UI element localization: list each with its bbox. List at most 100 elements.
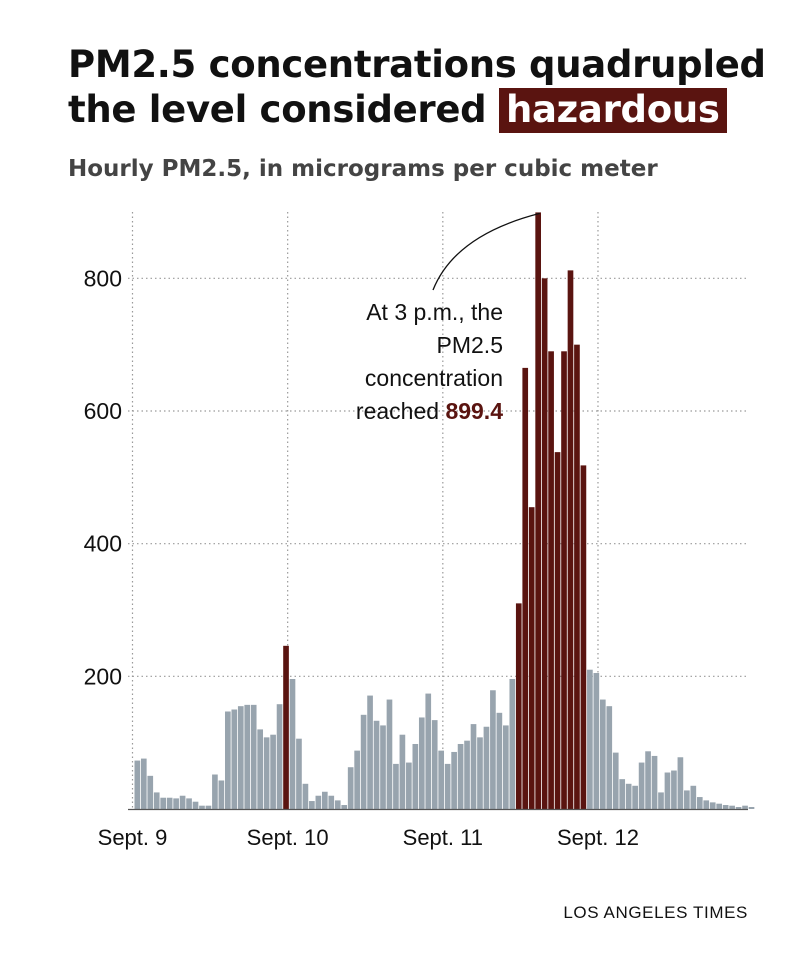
annotation-reached-text: reached bbox=[356, 398, 446, 424]
bar bbox=[289, 678, 296, 809]
bar bbox=[153, 792, 160, 809]
bar bbox=[367, 695, 373, 809]
bar bbox=[528, 507, 535, 809]
bar bbox=[503, 725, 509, 809]
annotation-line: reached 899.4 bbox=[356, 398, 503, 424]
annotation-line: At 3 p.m., the bbox=[366, 299, 503, 325]
bar bbox=[237, 706, 244, 809]
bar bbox=[522, 367, 529, 809]
bar bbox=[296, 738, 302, 809]
bar bbox=[638, 762, 645, 809]
bar bbox=[444, 763, 451, 809]
bar bbox=[360, 714, 367, 809]
bar bbox=[696, 797, 703, 809]
bar bbox=[347, 767, 354, 809]
x-tick-label: Sept. 12 bbox=[557, 825, 639, 850]
bar bbox=[742, 805, 748, 809]
bar bbox=[587, 669, 593, 809]
bar bbox=[386, 699, 393, 809]
y-tick-label: 400 bbox=[84, 531, 122, 557]
bar bbox=[205, 805, 212, 809]
bar bbox=[250, 704, 257, 809]
bar bbox=[354, 750, 360, 809]
bar bbox=[593, 673, 600, 809]
bar bbox=[270, 734, 276, 809]
bar bbox=[561, 351, 567, 809]
bar bbox=[173, 798, 179, 809]
bar bbox=[412, 743, 419, 809]
bar bbox=[283, 645, 289, 809]
bar bbox=[658, 792, 664, 809]
bar bbox=[199, 805, 205, 809]
bar bbox=[418, 717, 425, 809]
y-tick-label: 600 bbox=[84, 398, 122, 424]
bar bbox=[664, 772, 671, 809]
bar bbox=[147, 775, 154, 809]
bar bbox=[244, 704, 251, 809]
bar bbox=[541, 278, 548, 809]
bar bbox=[457, 743, 464, 809]
bar bbox=[186, 798, 192, 809]
bar bbox=[606, 706, 613, 809]
bar bbox=[645, 751, 651, 809]
bar bbox=[309, 801, 315, 809]
bar bbox=[483, 726, 490, 809]
bar bbox=[515, 603, 522, 809]
title-highlight-hazardous: hazardous bbox=[498, 88, 727, 133]
bar bbox=[496, 712, 503, 809]
bar bbox=[684, 790, 690, 809]
bar bbox=[373, 720, 380, 809]
x-tick-label: Sept. 11 bbox=[403, 825, 483, 850]
source-credit: LOS ANGELES TIMES bbox=[563, 903, 748, 922]
bar bbox=[399, 734, 406, 809]
annotation-line: concentration bbox=[365, 365, 503, 391]
axis-layer: 200 400 600 800 Sept. 9 Sept. 10 Sept. 11 Sept.… bbox=[84, 265, 748, 850]
bar bbox=[470, 724, 477, 809]
y-tick-label: 200 bbox=[84, 663, 122, 689]
bar bbox=[716, 803, 723, 809]
bar bbox=[160, 797, 167, 809]
bar bbox=[431, 720, 438, 809]
bar bbox=[134, 760, 141, 809]
bar bbox=[612, 752, 619, 809]
bar bbox=[166, 797, 173, 809]
bar bbox=[302, 783, 309, 809]
bar bbox=[464, 740, 470, 809]
bar bbox=[651, 755, 658, 809]
annotation-layer: At 3 p.m., the PM2.5 concentration reached … bbox=[356, 212, 540, 424]
title-line-1: PM2.5 concentrations quadrupled bbox=[68, 43, 766, 86]
bar bbox=[321, 791, 328, 809]
bar bbox=[218, 780, 225, 809]
bar bbox=[729, 805, 735, 809]
bar bbox=[334, 800, 341, 809]
bar bbox=[748, 807, 755, 809]
bar bbox=[438, 750, 445, 809]
bar bbox=[509, 678, 516, 809]
bar bbox=[328, 795, 335, 809]
bar bbox=[599, 699, 606, 809]
bar bbox=[567, 270, 574, 810]
bar bbox=[722, 805, 729, 809]
bar bbox=[276, 704, 283, 809]
bar bbox=[574, 344, 580, 809]
chart-subtitle: Hourly PM2.5, in micrograms per cubic me… bbox=[68, 156, 658, 182]
bar bbox=[315, 795, 322, 809]
bar bbox=[677, 757, 684, 809]
bar bbox=[380, 725, 386, 809]
bar bbox=[425, 693, 432, 809]
bar bbox=[548, 351, 554, 809]
title-line-2: the level considered bbox=[68, 88, 487, 131]
annotation-peak-value: 899.4 bbox=[445, 398, 503, 424]
bar bbox=[406, 762, 412, 809]
bar bbox=[703, 800, 710, 809]
bar bbox=[735, 807, 742, 809]
bar bbox=[179, 795, 186, 809]
y-tick-label: 800 bbox=[84, 265, 122, 291]
bar-layer bbox=[134, 212, 755, 810]
x-tick-label: Sept. 9 bbox=[98, 825, 168, 850]
bar bbox=[632, 785, 638, 809]
bar bbox=[709, 802, 716, 809]
bar bbox=[625, 783, 632, 809]
bar bbox=[263, 737, 270, 809]
